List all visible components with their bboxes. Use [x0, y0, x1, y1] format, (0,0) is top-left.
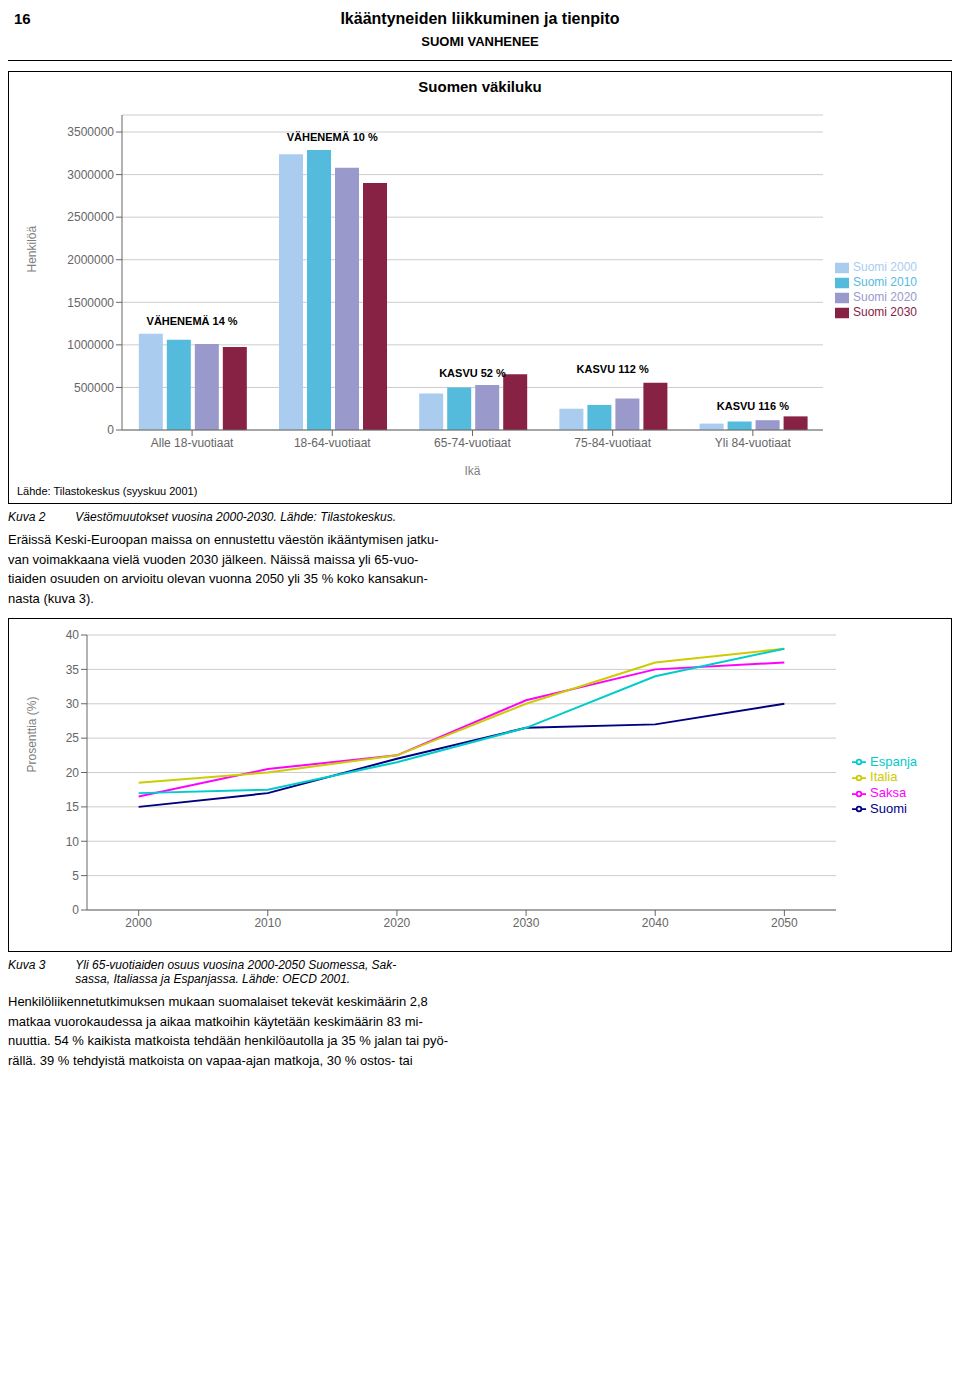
svg-text:Yli 84-vuotiaat: Yli 84-vuotiaat [715, 436, 792, 450]
html-text:Italia: Italia [870, 769, 898, 785]
html-text:16: 16 [14, 10, 31, 27]
svg-text:Alle 18-vuotiaat: Alle 18-vuotiaat [151, 436, 234, 450]
html-text:Suomi 2000: Suomi 2000 [853, 260, 917, 275]
svg-text:10: 10 [66, 835, 80, 849]
html-text:Lähde: Tilastokeskus (syyskuu: Lähde: Tilastokeskus (syyskuu 2001) [17, 485, 198, 497]
html-text:Kuva 3: Kuva 3 [8, 958, 46, 972]
svg-text:15: 15 [66, 800, 80, 814]
html-text:SUOMI VANHENEE: SUOMI VANHENEE [421, 34, 539, 49]
svg-text:KASVU 116 %: KASVU 116 % [717, 400, 789, 412]
svg-text:Ikä: Ikä [464, 464, 480, 478]
svg-text:2050: 2050 [771, 916, 798, 930]
svg-text:2000000: 2000000 [67, 253, 114, 267]
svg-text:65-74-vuotiaat: 65-74-vuotiaat [434, 436, 511, 450]
svg-text:2030: 2030 [513, 916, 540, 930]
svg-text:1500000: 1500000 [67, 296, 114, 310]
html-text:Suomi: Suomi [870, 800, 907, 816]
svg-text:VÄHENEMÄ 10 %: VÄHENEMÄ 10 % [287, 131, 378, 143]
svg-text:2500000: 2500000 [67, 210, 114, 224]
svg-text:18-64-vuotiaat: 18-64-vuotiaat [294, 436, 371, 450]
html-text:Espanja: Espanja [870, 753, 917, 769]
svg-text:KASVU 52 %: KASVU 52 % [439, 367, 506, 379]
svg-text:5: 5 [72, 869, 79, 883]
svg-text:2020: 2020 [384, 916, 411, 930]
svg-text:75-84-vuotiaat: 75-84-vuotiaat [574, 436, 651, 450]
svg-text:2000: 2000 [125, 916, 152, 930]
html-text:Kuva 2: Kuva 2 [8, 510, 46, 524]
svg-text:25: 25 [66, 731, 80, 745]
svg-text:KASVU 112 %: KASVU 112 % [577, 363, 649, 375]
html-text:Eräissä Keski-Euroopan maissa: Eräissä Keski-Euroopan maissa on ennuste… [8, 532, 439, 606]
svg-text:0: 0 [107, 423, 114, 437]
svg-text:2010: 2010 [254, 916, 281, 930]
html-text:Suomi 2010: Suomi 2010 [853, 275, 917, 290]
svg-text:0: 0 [72, 903, 79, 917]
svg-text:2040: 2040 [642, 916, 669, 930]
svg-text:30: 30 [66, 697, 80, 711]
svg-text:VÄHENEMÄ 14 %: VÄHENEMÄ 14 % [147, 315, 238, 327]
html-text:Suomi 2030: Suomi 2030 [853, 304, 917, 319]
html-text:Suomi 2020: Suomi 2020 [853, 290, 917, 304]
svg-text:35: 35 [66, 663, 80, 677]
html-text:Suomen väkiluku: Suomen väkiluku [418, 78, 542, 95]
html-text:Väestömuutokset vuosina 2000-2: Väestömuutokset vuosina 2000-2030. Lähde… [75, 510, 397, 524]
html-text:Yli 65-vuotiaiden osuus vuosin: Yli 65-vuotiaiden osuus vuosina 2000-205… [75, 958, 397, 986]
svg-text:3500000: 3500000 [67, 125, 114, 139]
svg-text:500000: 500000 [74, 381, 114, 395]
html-text:Ikääntyneiden liikkuminen ja t: Ikääntyneiden liikkuminen ja tienpito [340, 10, 620, 27]
svg-text:3000000: 3000000 [67, 168, 114, 182]
html-text:Henkilöliikennetutkimuksen muk: Henkilöliikennetutkimuksen mukaan suomal… [8, 994, 449, 1068]
svg-text:1000000: 1000000 [67, 338, 114, 352]
svg-text:20: 20 [66, 766, 80, 780]
svg-text:40: 40 [66, 628, 80, 642]
svg-text:Prosenttia (%): Prosenttia (%) [25, 696, 39, 772]
svg-text:Henkilöä: Henkilöä [25, 225, 39, 272]
html-text:Saksa: Saksa [870, 785, 907, 800]
